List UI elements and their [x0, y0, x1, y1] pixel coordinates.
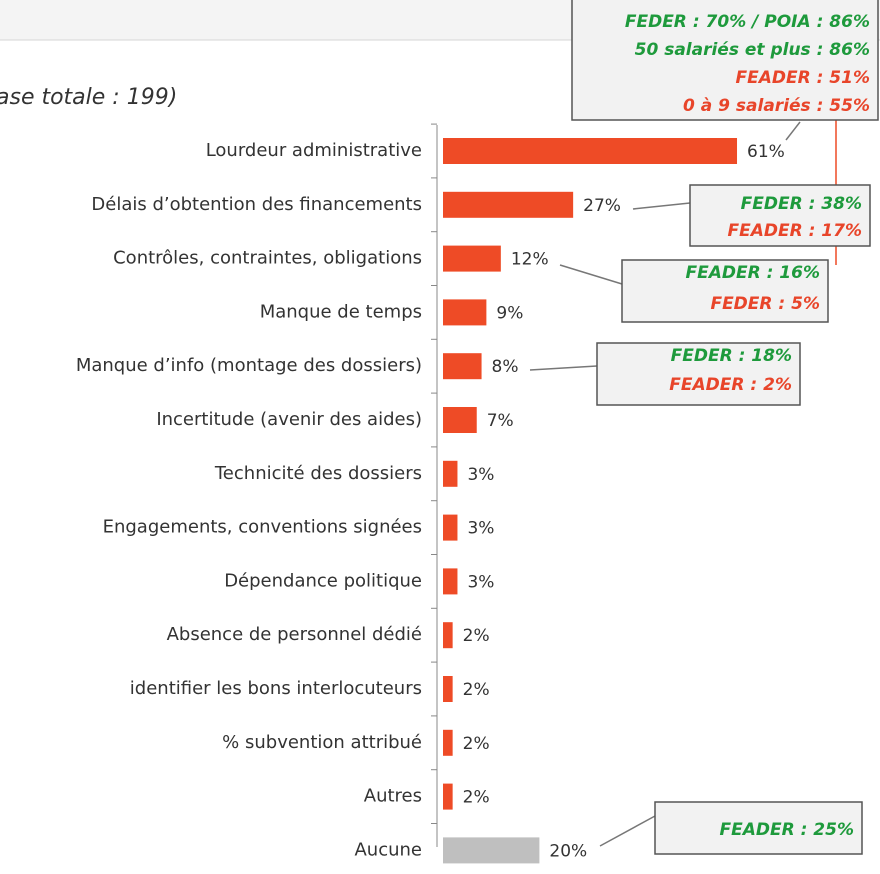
annotation-text: FEADER : 16% — [685, 263, 820, 283]
category-label: Engagements, conventions signées — [103, 517, 422, 538]
annotation-text: FEDER : 18% — [671, 346, 792, 366]
annotation-box — [689, 184, 871, 247]
connector — [632, 202, 691, 210]
category-label: Manque de temps — [260, 301, 422, 322]
category-label: Absence de personnel dédié — [167, 624, 422, 645]
bar — [443, 460, 458, 487]
annotation-box — [596, 342, 801, 406]
value-label: 12% — [511, 250, 549, 270]
category-label: Aucune — [354, 839, 422, 860]
category-label: Technicité des dossiers — [214, 463, 422, 484]
annotation-box — [621, 259, 829, 323]
category-label: Lourdeur administrative — [206, 140, 422, 161]
bar — [443, 407, 477, 433]
category-label: Contrôles, contraintes, obligations — [113, 248, 422, 269]
category-label: % subvention attribué — [222, 732, 422, 753]
bar — [443, 837, 540, 864]
value-label: 2% — [463, 734, 490, 754]
connector — [529, 365, 598, 371]
value-label: 27% — [583, 196, 621, 216]
annotation-text: FEADER : 2% — [669, 375, 792, 395]
bar — [443, 622, 453, 649]
annotation-text: FEADER : 25% — [719, 820, 854, 840]
chart-title: ase totale : 199) — [0, 85, 177, 110]
value-label: 2% — [463, 788, 490, 808]
bar — [443, 353, 482, 380]
bar — [443, 299, 487, 326]
bar — [443, 783, 453, 810]
category-label: Incertitude (avenir des aides) — [156, 409, 422, 430]
annotation-text: FEADER : 17% — [727, 221, 862, 241]
value-label: 3% — [467, 465, 494, 485]
bar — [443, 191, 574, 218]
annotation-text: FEDER : 5% — [710, 294, 820, 314]
annotation-text: 0 à 9 salariés : 55% — [683, 96, 870, 116]
bar — [443, 245, 501, 272]
value-label: 7% — [487, 411, 514, 431]
category-label: Délais d’obtention des financements — [91, 194, 422, 215]
bar — [443, 729, 453, 756]
value-label: 2% — [463, 680, 490, 700]
annotation-text: FEDER : 70% / POIA : 86% — [625, 12, 870, 32]
bar — [443, 676, 453, 702]
value-label: 3% — [467, 572, 494, 592]
bar — [443, 568, 458, 595]
bar — [443, 514, 458, 541]
connector — [559, 264, 623, 285]
category-label: Dépendance politique — [224, 570, 422, 591]
annotation-box — [654, 801, 863, 855]
annotation-box — [571, 0, 879, 121]
connector — [785, 121, 801, 141]
annotation-text: FEDER : 38% — [741, 194, 862, 214]
category-label: Autres — [364, 786, 422, 807]
category-label: Manque d’info (montage des dossiers) — [76, 355, 422, 376]
value-label: 2% — [463, 626, 490, 646]
value-label: 3% — [467, 519, 494, 539]
value-label: 8% — [492, 357, 519, 377]
annotation-text: FEADER : 51% — [735, 68, 870, 88]
annotation-text: 50 salariés et plus : 86% — [635, 40, 870, 60]
value-label: 20% — [549, 841, 587, 861]
category-label: identifier les bons interlocuteurs — [130, 678, 422, 699]
bar — [443, 138, 738, 164]
value-label: 61% — [747, 142, 785, 162]
value-label: 9% — [496, 303, 523, 323]
connector — [599, 815, 656, 847]
